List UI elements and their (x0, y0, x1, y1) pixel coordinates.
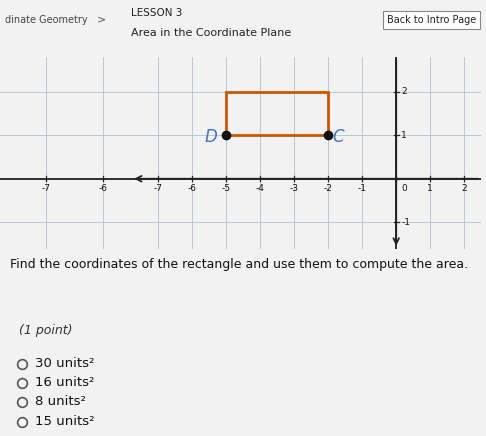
Text: Area in the Coordinate Plane: Area in the Coordinate Plane (131, 28, 292, 38)
Text: 30 units²: 30 units² (35, 358, 94, 370)
Text: 8 units²: 8 units² (35, 395, 86, 409)
Text: -6: -6 (188, 184, 197, 194)
Text: -7: -7 (154, 184, 163, 194)
Text: Back to Intro Page: Back to Intro Page (387, 15, 476, 24)
Text: (1 point): (1 point) (19, 324, 73, 337)
Text: C: C (332, 128, 344, 146)
Text: -6: -6 (98, 184, 107, 194)
Text: >: > (97, 15, 106, 24)
Text: -1: -1 (401, 218, 410, 227)
Text: -1: -1 (358, 184, 367, 194)
Text: 2: 2 (401, 87, 407, 96)
Text: 16 units²: 16 units² (35, 376, 94, 389)
Text: 2: 2 (461, 184, 467, 194)
Text: LESSON 3: LESSON 3 (131, 8, 183, 18)
Text: -5: -5 (222, 184, 231, 194)
Text: -7: -7 (41, 184, 50, 194)
Text: D: D (204, 128, 217, 146)
Text: -2: -2 (324, 184, 333, 194)
Text: -4: -4 (256, 184, 265, 194)
Text: -3: -3 (290, 184, 299, 194)
Text: 1: 1 (401, 131, 407, 140)
Text: 0: 0 (401, 184, 407, 194)
Text: 1: 1 (427, 184, 433, 194)
Text: dinate Geometry: dinate Geometry (5, 15, 87, 24)
Text: 15 units²: 15 units² (35, 416, 94, 429)
Text: Find the coordinates of the rectangle and use them to compute the area.: Find the coordinates of the rectangle an… (10, 258, 468, 271)
